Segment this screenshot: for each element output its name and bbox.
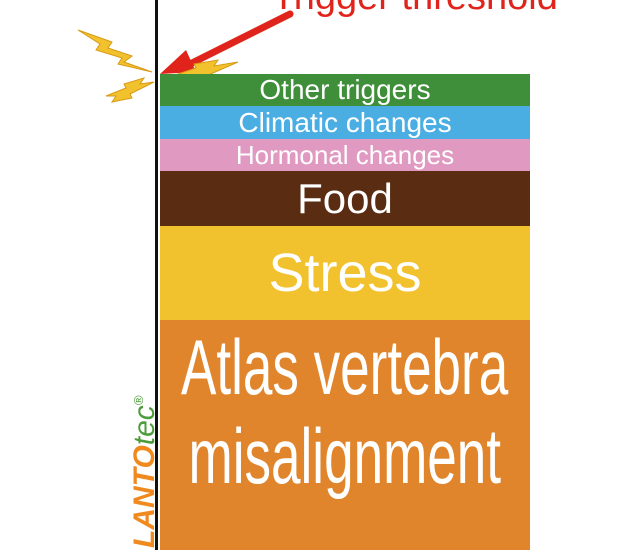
layer-atlas-vertebra-misalignment: Atlas vertebra misalignment: [160, 320, 530, 550]
layer-label: Other triggers: [259, 74, 431, 105]
brand-suffix: tec: [128, 405, 161, 446]
layer-label: Hormonal changes: [235, 140, 455, 170]
brand-logo: LANTOtec®: [128, 396, 162, 548]
layer-label: Food: [297, 174, 393, 222]
brand-name: LANTO: [128, 445, 161, 548]
trigger-threshold-label: Trigger threshold: [272, 0, 558, 16]
layer-hormonal-changes: Hormonal changes: [160, 139, 530, 171]
layer-label: Climatic changes: [238, 106, 452, 138]
arrow-icon: [160, 10, 294, 74]
layer-other-triggers: Other triggers: [160, 74, 530, 106]
layer-climatic-changes: Climatic changes: [160, 106, 530, 139]
lightning-icon: [105, 77, 155, 103]
layer-label-line1: Atlas vertebra: [181, 323, 509, 411]
lightning-icon: [77, 29, 153, 73]
registered-mark: ®: [131, 395, 146, 406]
layer-food: Food: [160, 171, 530, 226]
layer-stress: Stress: [160, 226, 530, 320]
threshold-axis-line: [155, 0, 158, 550]
layer-label: Stress: [268, 243, 422, 303]
layer-label-line2: misalignment: [188, 411, 502, 500]
